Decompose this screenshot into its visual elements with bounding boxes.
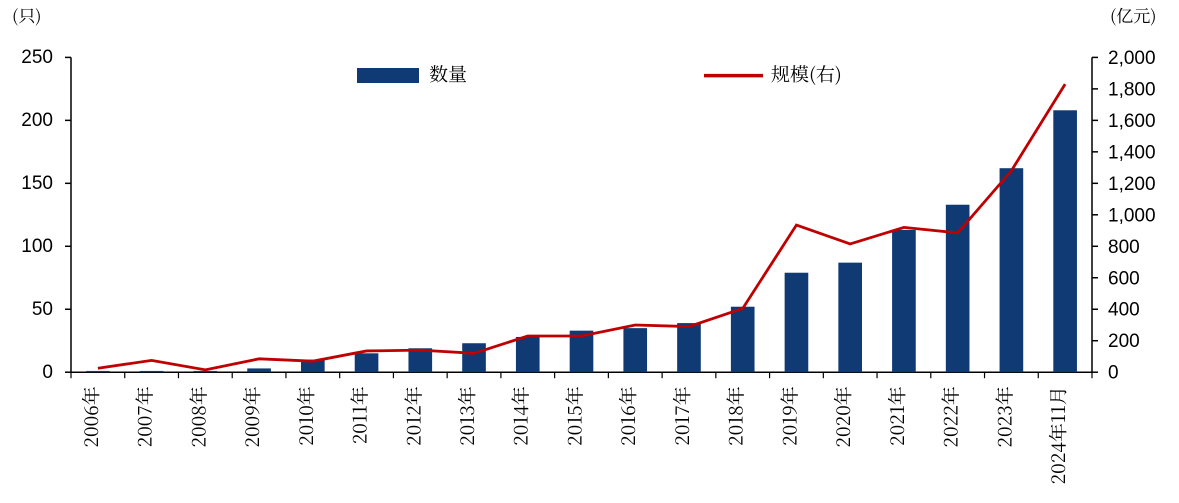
svg-text:2018年: 2018年 bbox=[722, 386, 749, 446]
svg-text:2017年: 2017年 bbox=[668, 386, 695, 446]
svg-text:1,400: 1,400 bbox=[1108, 142, 1156, 163]
svg-text:1,200: 1,200 bbox=[1108, 174, 1156, 195]
svg-text:2024年11月: 2024年11月 bbox=[1044, 386, 1071, 484]
svg-text:1,600: 1,600 bbox=[1108, 111, 1156, 132]
svg-text:400: 400 bbox=[1108, 300, 1140, 321]
svg-text:0: 0 bbox=[1108, 363, 1119, 384]
svg-text:1,000: 1,000 bbox=[1108, 205, 1156, 226]
svg-text:2008年: 2008年 bbox=[184, 386, 211, 447]
svg-text:2022年: 2022年 bbox=[937, 386, 964, 447]
svg-text:2019年: 2019年 bbox=[775, 386, 802, 446]
svg-text:2010年: 2010年 bbox=[292, 386, 319, 446]
svg-text:2013年: 2013年 bbox=[453, 386, 480, 446]
svg-text:600: 600 bbox=[1108, 268, 1140, 289]
svg-text:2021年: 2021年 bbox=[883, 386, 910, 446]
svg-text:1,800: 1,800 bbox=[1108, 79, 1156, 100]
svg-text:800: 800 bbox=[1108, 237, 1140, 258]
svg-text:0: 0 bbox=[42, 362, 53, 383]
svg-text:2,000: 2,000 bbox=[1108, 48, 1156, 69]
svg-text:200: 200 bbox=[1108, 331, 1140, 352]
svg-text:规模(右): 规模(右) bbox=[771, 60, 842, 87]
svg-text:2011年: 2011年 bbox=[346, 386, 373, 444]
svg-text:200: 200 bbox=[21, 110, 53, 131]
svg-text:2016年: 2016年 bbox=[614, 386, 641, 446]
svg-text:2023年: 2023年 bbox=[990, 386, 1017, 447]
svg-text:(亿元): (亿元) bbox=[1110, 2, 1156, 27]
svg-text:(只): (只) bbox=[12, 2, 41, 27]
svg-text:100: 100 bbox=[21, 236, 53, 257]
svg-text:2006年: 2006年 bbox=[77, 386, 104, 447]
svg-text:150: 150 bbox=[21, 173, 53, 194]
svg-text:数量: 数量 bbox=[429, 60, 467, 87]
svg-text:2020年: 2020年 bbox=[829, 386, 856, 447]
svg-text:2015年: 2015年 bbox=[561, 386, 588, 446]
svg-text:2009年: 2009年 bbox=[238, 386, 265, 447]
svg-text:2012年: 2012年 bbox=[399, 386, 426, 446]
svg-text:2007年: 2007年 bbox=[131, 386, 158, 447]
svg-text:250: 250 bbox=[21, 47, 53, 68]
svg-text:50: 50 bbox=[32, 299, 53, 320]
svg-text:2014年: 2014年 bbox=[507, 386, 534, 446]
